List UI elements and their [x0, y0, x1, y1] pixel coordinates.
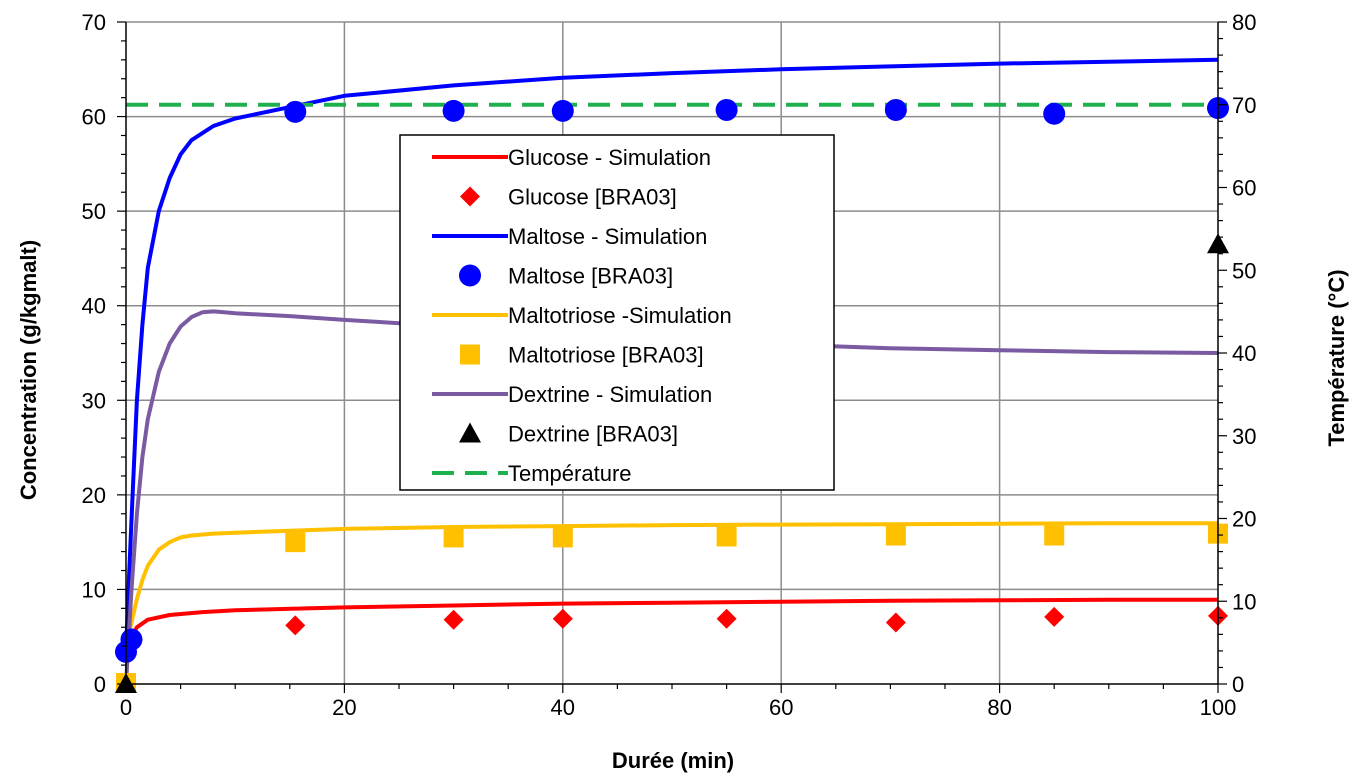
y2-tick-label: 0: [1232, 672, 1244, 697]
data-point-maltose-bra03: [884, 98, 907, 121]
series-line-maltose-simulation: [124, 57, 1219, 652]
y-tick-label: 50: [82, 199, 106, 224]
y-tick-label: 20: [82, 483, 106, 508]
data-point-maltotriose-bra03: [285, 532, 306, 553]
data-point-maltose-bra03: [1043, 102, 1066, 125]
data-point-maltose-bra03: [715, 98, 738, 121]
data-point-maltotriose-bra03: [552, 527, 573, 548]
legend-swatch-marker: [459, 422, 481, 443]
legend-label: Maltose [BRA03]: [508, 264, 673, 289]
legend-label: Glucose [BRA03]: [508, 185, 677, 210]
legend-label: Dextrine - Simulation: [508, 382, 712, 407]
x-tick-label: 20: [332, 695, 356, 720]
data-point-maltotriose-bra03: [716, 526, 737, 547]
x-tick-label: 60: [769, 695, 793, 720]
legend: Glucose - Simulation Glucose [BRA03] Malto…: [399, 134, 835, 491]
y-tick-label: 40: [82, 294, 106, 319]
data-point-maltotriose-bra03: [885, 525, 906, 546]
x-axis-title: Durée (min): [612, 748, 734, 773]
series-line-glucose-simulation: [124, 597, 1218, 657]
data-point-glucose-bra03: [885, 612, 906, 633]
legend-label: Maltotriose -Simulation: [508, 303, 732, 328]
legend-swatch-marker: [460, 344, 480, 365]
y2-tick-label: 70: [1232, 93, 1256, 118]
y2-tick-label: 30: [1232, 424, 1256, 449]
axes: 0 20 40 60 80 1000102030405060700102030405060…: [82, 10, 1257, 720]
legend-label: Dextrine [BRA03]: [508, 422, 678, 447]
x-tick-label: 100: [1200, 695, 1237, 720]
data-point-maltose-bra03: [442, 99, 465, 122]
data-point-glucose-bra03: [1044, 606, 1065, 627]
y2-tick-label: 10: [1232, 589, 1256, 614]
y2-tick-label: 80: [1232, 10, 1256, 35]
data-point-maltose-bra03: [284, 100, 307, 123]
data-point-glucose-bra03: [716, 608, 737, 629]
data-point-glucose-bra03: [552, 608, 573, 629]
legend-label: Maltotriose [BRA03]: [508, 343, 704, 368]
grid: [126, 21, 1218, 684]
y-tick-label: 70: [82, 10, 106, 35]
data-point-maltotriose-bra03: [443, 527, 464, 548]
data-point-glucose-bra03: [285, 615, 306, 636]
legend-swatch-marker: [460, 186, 480, 207]
x-tick-label: 80: [987, 695, 1011, 720]
y-tick-label: 30: [82, 388, 106, 413]
legend-label: Maltose - Simulation: [508, 224, 707, 249]
y2-tick-label: 50: [1232, 258, 1256, 283]
data-point-maltotriose-bra03: [1044, 525, 1065, 546]
x-tick-label: 40: [551, 695, 575, 720]
data-point-glucose-bra03: [443, 609, 464, 630]
legend-swatch-marker: [459, 264, 481, 287]
data-point-maltose-bra03: [551, 99, 574, 122]
y2-tick-label: 20: [1232, 507, 1256, 532]
y2-axis-title: Température (°C): [1324, 269, 1349, 446]
y2-tick-label: 40: [1232, 341, 1256, 366]
y-tick-label: 60: [82, 105, 106, 130]
legend-label: Température: [508, 461, 632, 486]
legend-label: Glucose - Simulation: [508, 145, 711, 170]
series-line-maltotriose-simulation: [124, 521, 1218, 647]
data-point-maltose-bra03: [120, 628, 143, 651]
y-tick-label: 10: [82, 577, 106, 602]
y2-tick-label: 60: [1232, 176, 1256, 201]
x-tick-label: 0: [120, 695, 132, 720]
y-axis-title: Concentration (g/kgmalt): [16, 240, 41, 500]
y-tick-label: 0: [94, 672, 106, 697]
